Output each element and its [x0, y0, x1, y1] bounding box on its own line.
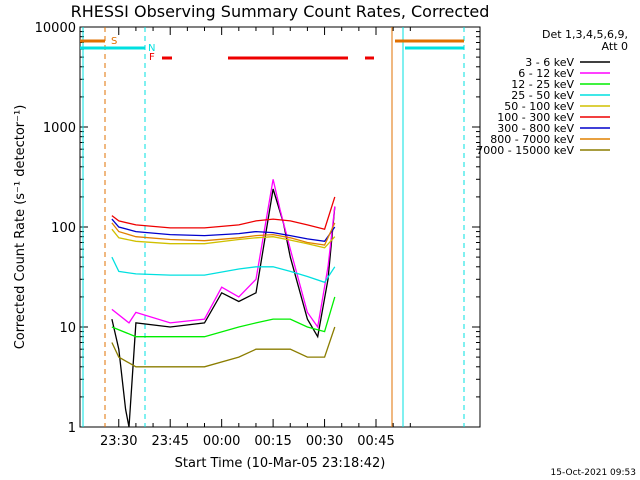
legend-label: 100 - 300 keV	[497, 111, 574, 124]
y-axis-label: Corrected Count Rate (s⁻¹ detector⁻¹)	[13, 105, 28, 350]
flag-label: S	[111, 36, 117, 47]
x-tick-label: 23:45	[151, 434, 188, 449]
y-tick-label: 10	[59, 321, 76, 336]
series-line	[111, 296, 336, 338]
y-tick-label: 10000	[35, 21, 76, 36]
x-tick-label: 00:45	[357, 434, 394, 449]
chart-title: RHESSI Observing Summary Count Rates, Co…	[71, 2, 490, 21]
legend-label: 12 - 25 keV	[511, 78, 574, 91]
x-axis-label: Start Time (10-Mar-05 23:18:42)	[175, 456, 386, 471]
series-line	[111, 222, 336, 246]
legend-label: 3 - 6 keV	[525, 56, 574, 69]
series-line	[111, 326, 336, 368]
x-tick-label: 00:15	[254, 434, 291, 449]
legend-header-line1: Det 1,3,4,5,6,9,	[542, 28, 628, 41]
series-line	[111, 218, 336, 242]
legend-label: 800 - 7000 keV	[490, 133, 574, 146]
legend-label: 25 - 50 keV	[511, 89, 574, 102]
legend-label: 6 - 12 keV	[518, 67, 574, 80]
series-line	[111, 179, 336, 329]
legend-header-line2: Att 0	[602, 40, 628, 53]
series-line	[111, 196, 336, 230]
plot-area: 1 10 100 1000 10000 23:30 23:45 00:00 00:15 00:30…	[35, 21, 481, 449]
x-tick-label: 23:30	[100, 434, 137, 449]
x-tick-label: 00:00	[203, 434, 240, 449]
flag-label: F	[149, 52, 155, 63]
y-tick-label: 100	[51, 221, 76, 236]
timestamp: 15-Oct-2021 09:53	[551, 468, 636, 478]
legend-label: 300 - 800 keV	[497, 122, 574, 135]
legend-label: 7000 - 15000 keV	[476, 144, 574, 157]
legend-label: 50 - 100 keV	[504, 100, 574, 113]
series-line	[111, 188, 336, 428]
x-tick-label: 00:30	[306, 434, 343, 449]
flag-label: N	[148, 43, 155, 54]
series-line	[111, 228, 336, 249]
y-tick-label: 1000	[43, 121, 76, 136]
y-tick-label: 1	[68, 421, 76, 436]
series-line	[111, 256, 336, 284]
